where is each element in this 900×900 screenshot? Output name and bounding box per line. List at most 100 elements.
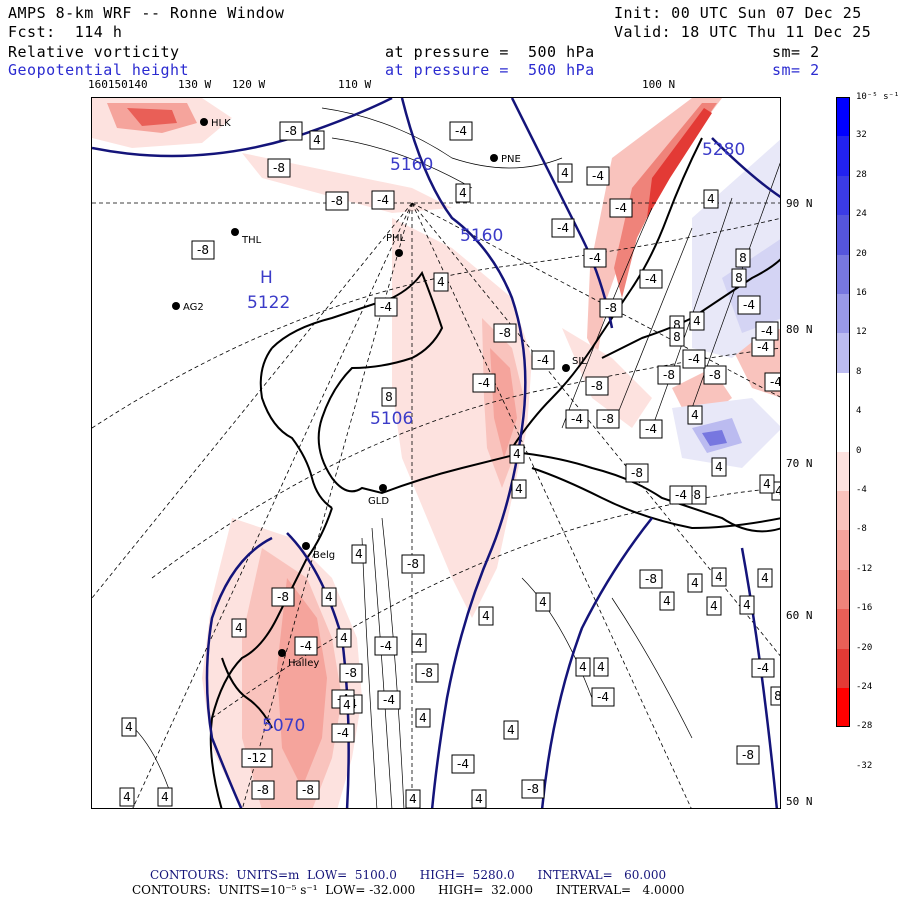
vorticity-label: 8 bbox=[669, 327, 685, 347]
colorbar-tick-label: 8 bbox=[856, 366, 862, 377]
height-label: 5280 bbox=[702, 140, 745, 160]
map-canvas: HLK PNE THL PHL AG2 SIL GLD Belg Halley … bbox=[92, 98, 781, 808]
vorticity-label: -8 bbox=[191, 240, 215, 260]
svg-text:4: 4 bbox=[482, 609, 490, 623]
lon-label: 130 W bbox=[178, 78, 212, 91]
vorticity-label: -8 bbox=[521, 779, 545, 799]
vorticity-label: -4 bbox=[586, 166, 610, 186]
height-label: 5122 bbox=[247, 293, 290, 313]
svg-text:4: 4 bbox=[761, 571, 769, 585]
svg-text:-4: -4 bbox=[377, 193, 389, 207]
vorticity-label: 4 bbox=[478, 606, 494, 626]
vorticity-label: -4 bbox=[764, 372, 780, 392]
svg-text:-4: -4 bbox=[457, 757, 469, 771]
svg-text:4: 4 bbox=[691, 576, 699, 590]
height-label: 5070 bbox=[262, 716, 305, 736]
vorticity-label: -4 bbox=[755, 321, 779, 341]
colorbar-segment bbox=[836, 175, 850, 216]
vorticity-label: -4 bbox=[449, 121, 473, 141]
vorticity-label: 4 bbox=[689, 311, 705, 331]
lat-label: 70 N bbox=[786, 457, 813, 470]
vorticity-label: -8 bbox=[585, 376, 609, 396]
station-label-sil: SIL bbox=[572, 356, 587, 367]
vorticity-label: 4 bbox=[759, 474, 775, 494]
svg-text:4: 4 bbox=[437, 275, 445, 289]
height-label: 5106 bbox=[370, 409, 413, 429]
vorticity-label: -8 bbox=[657, 365, 681, 385]
vorticity-label: -4 bbox=[374, 636, 398, 656]
vorticity-label: -4 bbox=[294, 636, 318, 656]
vorticity-label: 4 bbox=[535, 592, 551, 612]
vorticity-label: -8 bbox=[703, 365, 727, 385]
svg-text:-4: -4 bbox=[757, 661, 769, 675]
svg-text:-8: -8 bbox=[257, 783, 269, 797]
svg-text:4: 4 bbox=[743, 598, 751, 612]
svg-text:-8: -8 bbox=[277, 590, 289, 604]
svg-text:4: 4 bbox=[125, 720, 133, 734]
vorticity-label: -8 bbox=[271, 587, 295, 607]
svg-text:-8: -8 bbox=[331, 194, 343, 208]
svg-text:-4: -4 bbox=[383, 693, 395, 707]
footer-vorticity-contours: CONTOURS: UNITS=10⁻⁵ s⁻¹ LOW= -32.000 HI… bbox=[132, 883, 685, 897]
svg-text:-8: -8 bbox=[742, 748, 754, 762]
vorticity-label: -4 bbox=[639, 269, 663, 289]
svg-text:-8: -8 bbox=[631, 466, 643, 480]
pressure-level-vorticity: at pressure = 500 hPa bbox=[385, 43, 595, 61]
svg-text:-4: -4 bbox=[380, 300, 392, 314]
vorticity-label: -8 bbox=[639, 569, 663, 589]
svg-text:4: 4 bbox=[775, 484, 781, 498]
vorticity-label: 4 bbox=[309, 130, 325, 150]
svg-text:-8: -8 bbox=[197, 243, 209, 257]
vorticity-label: 4 bbox=[503, 720, 519, 740]
svg-text:4: 4 bbox=[419, 711, 427, 725]
svg-text:-4: -4 bbox=[589, 251, 601, 265]
vorticity-label: -12 bbox=[241, 748, 273, 768]
station-label-phl: PHL bbox=[386, 233, 406, 244]
smoothing-vorticity: sm= 2 bbox=[772, 43, 820, 61]
colorbar-tick-label: -16 bbox=[856, 603, 873, 614]
vorticity-label: -8 bbox=[401, 554, 425, 574]
vorticity-label: -8 bbox=[339, 663, 363, 683]
vorticity-label: -8 bbox=[736, 745, 760, 765]
svg-text:-4: -4 bbox=[537, 353, 549, 367]
colorbar-tick-label: -8 bbox=[856, 524, 867, 535]
station-label-halley: Halley bbox=[288, 658, 319, 669]
vorticity-label: -8 bbox=[279, 121, 303, 141]
height-label: 5160 bbox=[390, 155, 433, 175]
vorticity-label: -8 bbox=[596, 409, 620, 429]
svg-text:-4: -4 bbox=[300, 639, 312, 653]
vorticity-label: 4 bbox=[351, 544, 367, 564]
svg-text:-8: -8 bbox=[645, 572, 657, 586]
field-vorticity: Relative vorticity bbox=[8, 43, 180, 61]
svg-text:-4: -4 bbox=[337, 726, 349, 740]
colorbar-tick-label: -32 bbox=[856, 760, 873, 771]
station-labels: HLK PNE THL PHL AG2 SIL GLD Belg Halley bbox=[183, 118, 587, 669]
colorbar-segment bbox=[836, 688, 850, 728]
svg-text:4: 4 bbox=[691, 408, 699, 422]
station-markers bbox=[172, 118, 570, 657]
vorticity-label: 4 bbox=[511, 479, 527, 499]
vorticity-label: -8 bbox=[325, 191, 349, 211]
colorbar-tick-label: 28 bbox=[856, 169, 867, 180]
svg-text:8: 8 bbox=[774, 689, 781, 703]
svg-text:4: 4 bbox=[475, 792, 483, 806]
colorbar-segment bbox=[836, 491, 850, 531]
vorticity-label: -8 bbox=[415, 663, 439, 683]
vorticity-label: -4 bbox=[374, 297, 398, 317]
map-panel[interactable]: HLK PNE THL PHL AG2 SIL GLD Belg Halley … bbox=[91, 97, 781, 809]
vorticity-label: -4 bbox=[331, 723, 355, 743]
vorticity-label: 4 bbox=[405, 789, 421, 808]
svg-text:4: 4 bbox=[515, 482, 523, 496]
station-label-gld: GLD bbox=[368, 496, 389, 507]
vorticity-label: -8 bbox=[493, 323, 517, 343]
svg-text:-8: -8 bbox=[421, 666, 433, 680]
svg-text:4: 4 bbox=[715, 570, 723, 584]
svg-text:-4: -4 bbox=[597, 690, 609, 704]
colorbar-tick-label: 24 bbox=[856, 209, 867, 220]
colorbar-segment bbox=[836, 372, 850, 413]
svg-text:4: 4 bbox=[539, 595, 547, 609]
colorbar-segment bbox=[836, 412, 850, 452]
svg-text:4: 4 bbox=[325, 590, 333, 604]
svg-text:-4: -4 bbox=[615, 201, 627, 215]
colorbar-tick-label: -24 bbox=[856, 682, 873, 692]
